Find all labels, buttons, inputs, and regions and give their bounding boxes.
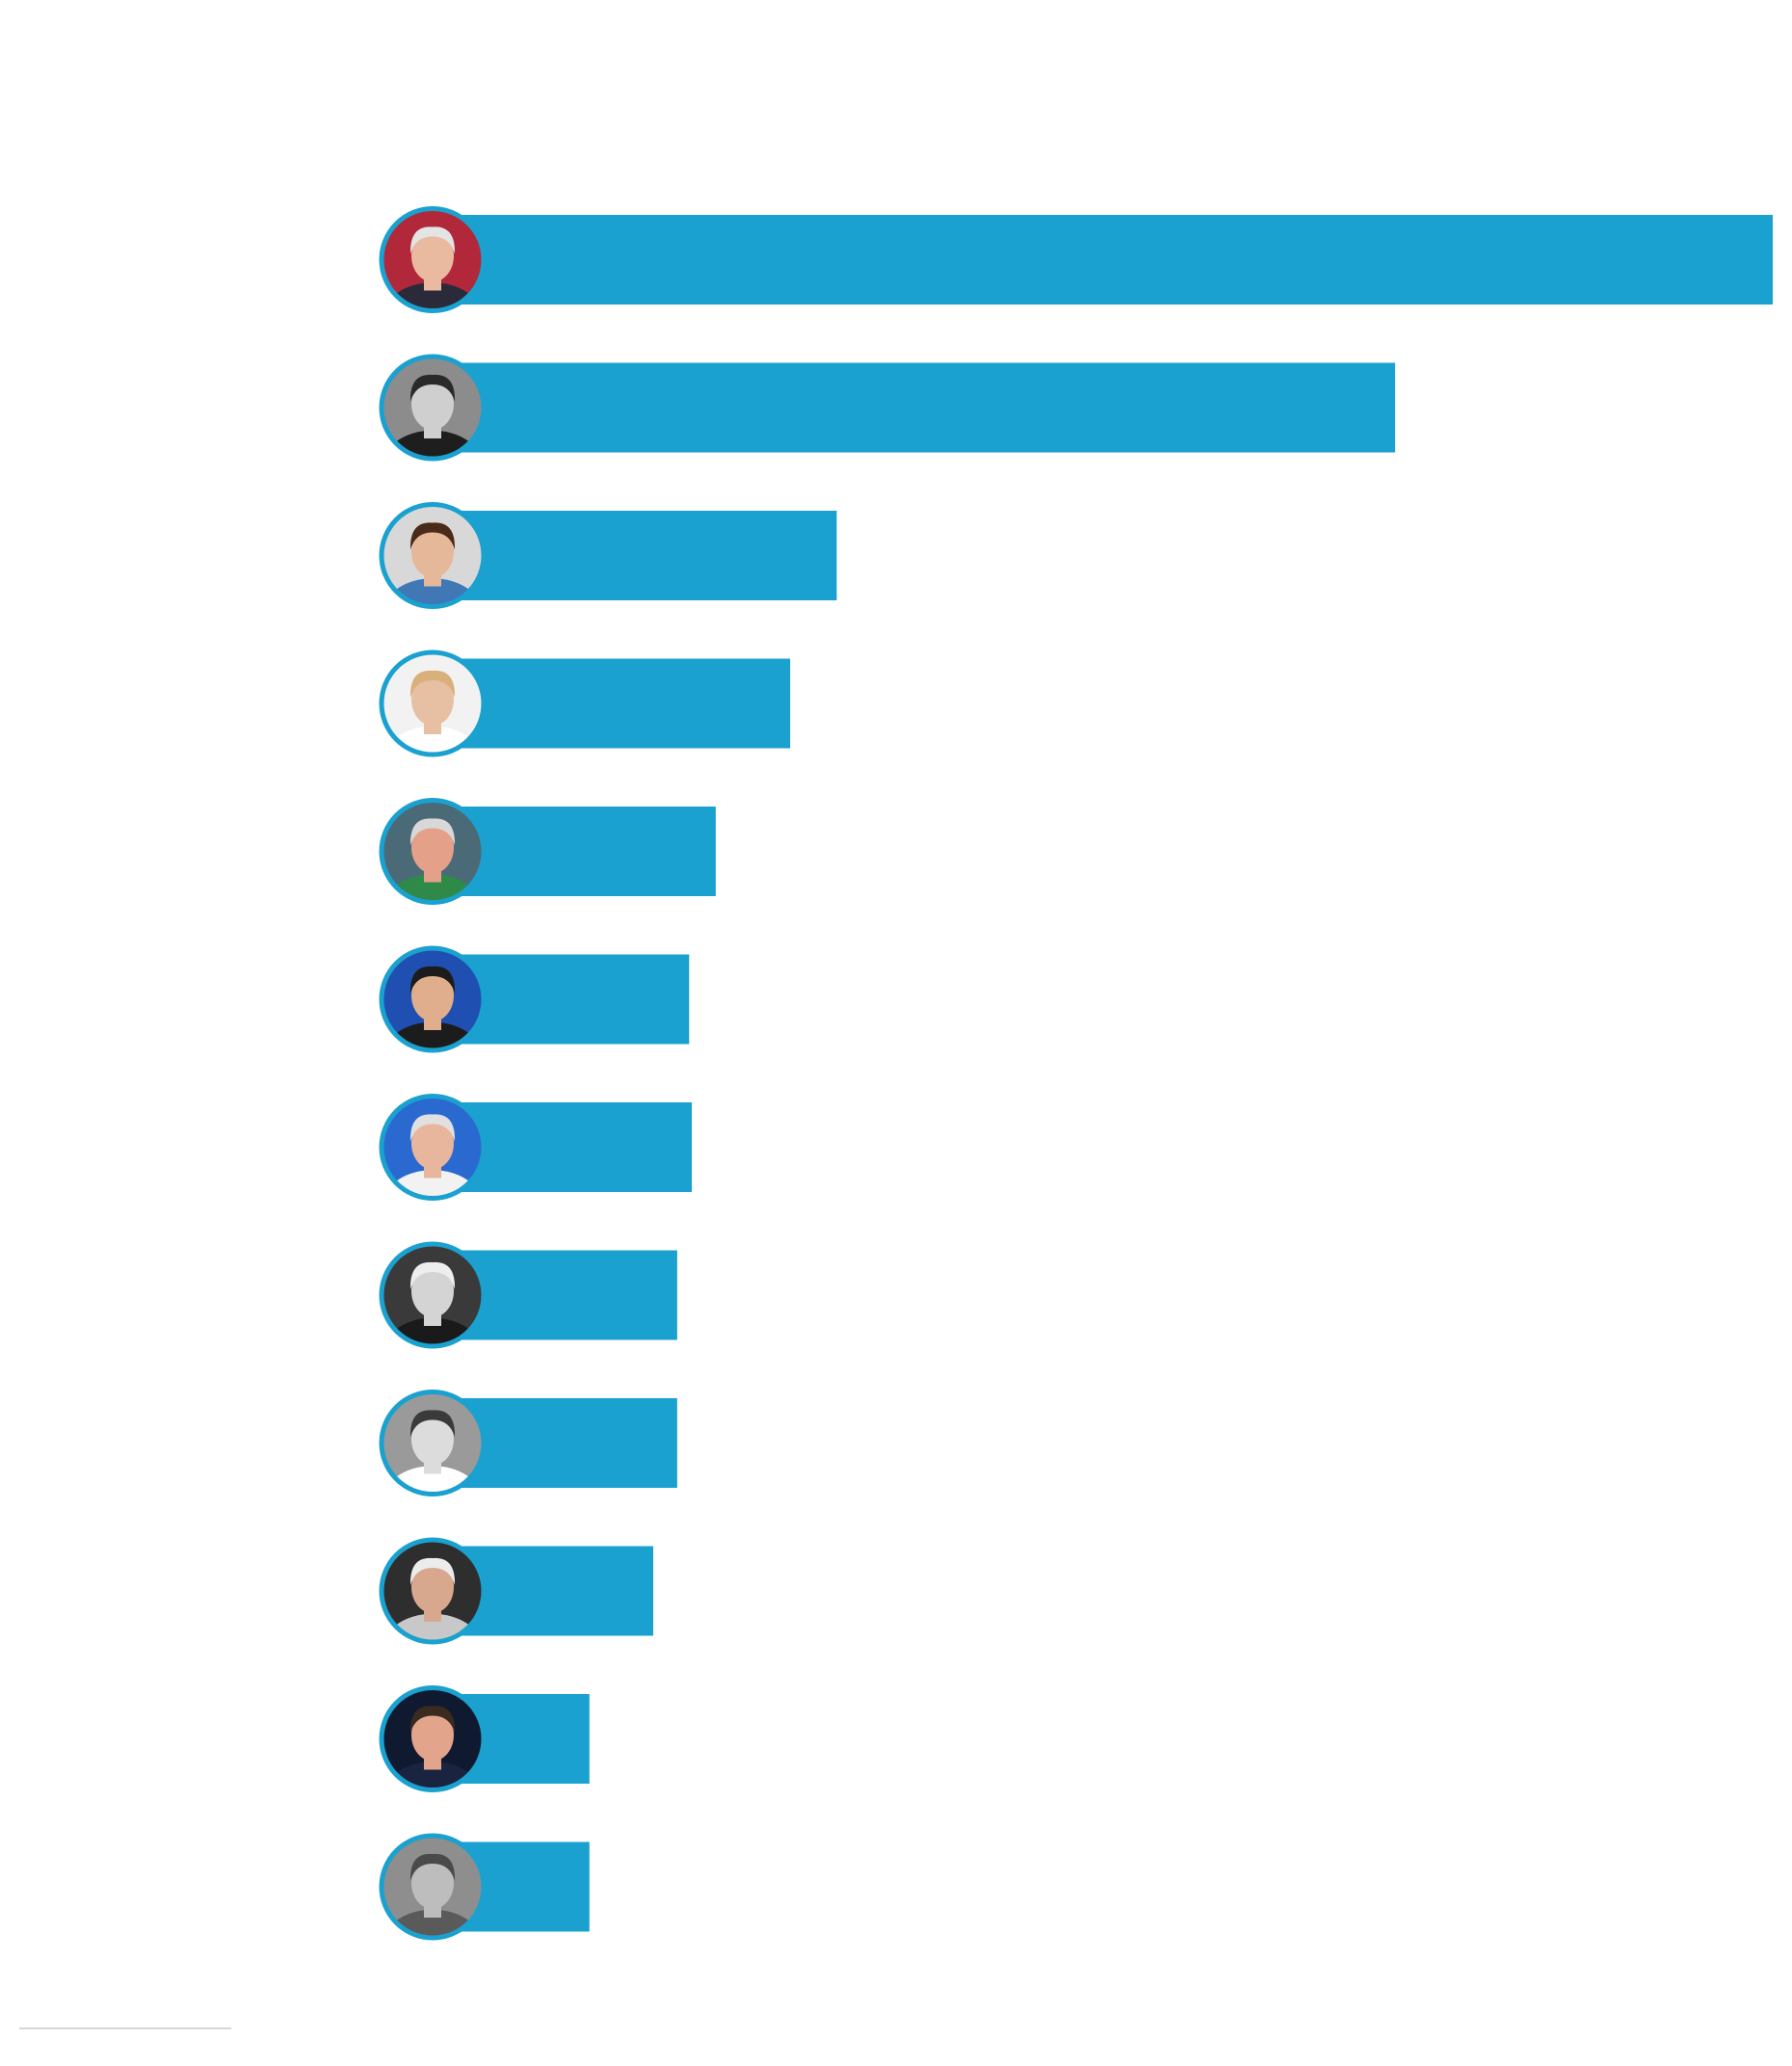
avatar-9	[382, 1392, 483, 1494]
avatar-ring-9	[379, 1390, 487, 1497]
bar-5	[443, 807, 716, 896]
avatar-5	[382, 801, 483, 902]
avatar-3	[382, 505, 483, 606]
avatar-ring-3	[379, 502, 487, 609]
avatar-7	[382, 1097, 483, 1198]
avatar-ring-2	[379, 354, 487, 462]
avatar-ring-1	[379, 206, 487, 313]
bar-3	[443, 511, 837, 600]
avatar-11	[382, 1688, 483, 1789]
avatar-ring-12	[379, 1833, 487, 1941]
avatar-ring-8	[379, 1241, 487, 1349]
avatar-ring-4	[379, 649, 487, 757]
avatar-4	[382, 653, 483, 754]
avatar-10	[382, 1541, 483, 1641]
avatar-ring-11	[379, 1685, 487, 1792]
avatar-ring-6	[379, 945, 487, 1053]
bar-1	[443, 215, 1773, 305]
avatar-8	[382, 1245, 483, 1345]
bar-4	[443, 658, 791, 749]
avatar-12	[382, 1837, 483, 1937]
avatar-6	[382, 949, 483, 1049]
avatar-ring-5	[379, 798, 487, 905]
avatar-ring-7	[379, 1094, 487, 1201]
footer-rule	[19, 2027, 231, 2029]
avatar-2	[382, 358, 483, 458]
avatar-ring-10	[379, 1537, 487, 1645]
bar-2	[443, 362, 1396, 453]
avatar-1	[382, 209, 483, 310]
